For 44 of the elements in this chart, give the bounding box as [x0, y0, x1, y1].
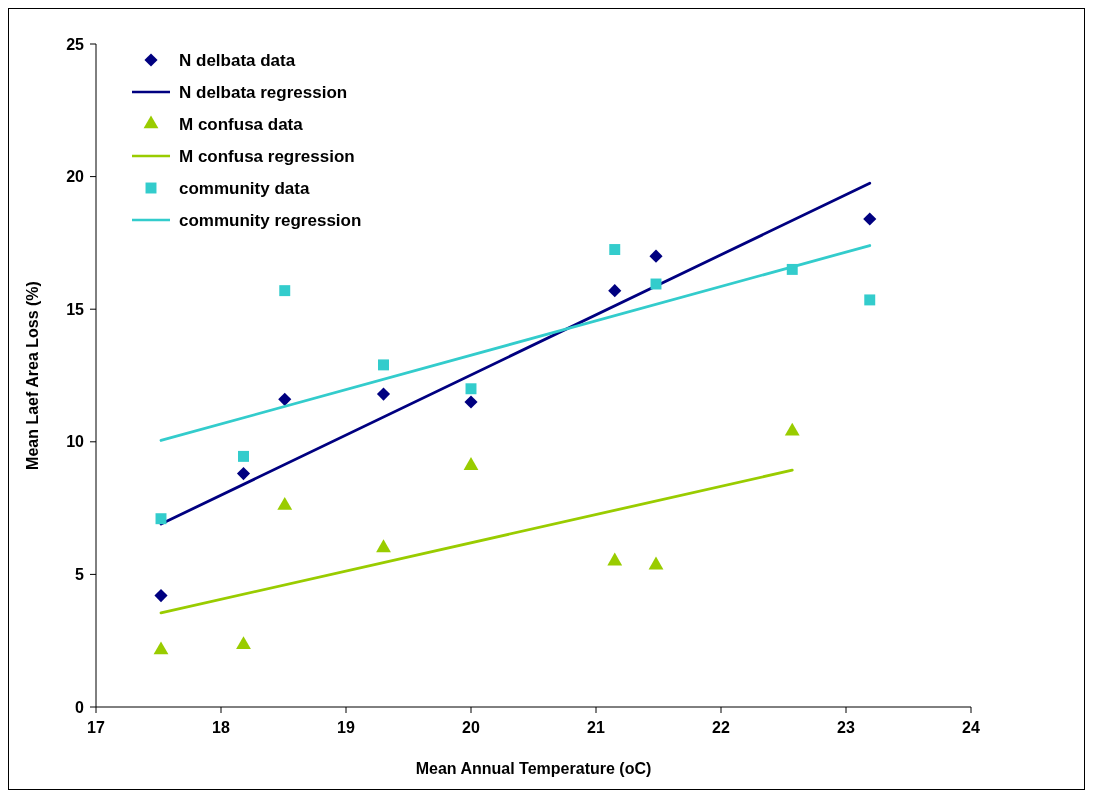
legend-label: community data: [179, 178, 310, 198]
point: [236, 467, 251, 481]
point: [649, 249, 663, 263]
x-tick-label: 24: [962, 719, 980, 736]
point: [648, 556, 664, 570]
y-tick-label: 15: [66, 300, 85, 318]
point: [376, 539, 391, 553]
x-tick-label: 21: [587, 719, 605, 736]
point: [376, 387, 391, 401]
point: [608, 284, 622, 298]
legend-label: N delbata regression: [179, 82, 348, 102]
point: [609, 244, 621, 256]
y-tick-label: 20: [66, 168, 85, 186]
y-axis-title: Mean Laef Area Loss (%): [24, 281, 41, 470]
point: [378, 359, 389, 371]
point: [864, 294, 876, 306]
x-axis-title: Mean Annual Temperature (oC): [415, 760, 652, 777]
y-tick-label: 25: [66, 35, 85, 53]
legend-label: M confusa regression: [179, 146, 355, 166]
y-tick-label: 0: [75, 698, 85, 716]
legend-label: N delbata data: [179, 50, 296, 70]
point: [153, 641, 169, 655]
point: [278, 392, 292, 406]
point: [464, 395, 478, 409]
point: [784, 422, 800, 436]
x-tick-label: 23: [837, 719, 855, 736]
x-tick-label: 18: [212, 719, 230, 736]
point: [277, 496, 293, 510]
point: [279, 285, 291, 297]
point: [463, 457, 479, 470]
legend-label: community regression: [179, 210, 362, 230]
point: [607, 552, 623, 566]
point: [236, 636, 251, 649]
y-tick-label: 10: [66, 433, 85, 451]
x-tick-label: 22: [712, 719, 730, 736]
point: [155, 513, 167, 525]
point: [238, 450, 249, 462]
point: [863, 212, 877, 226]
y-tick-label: 5: [75, 566, 85, 583]
x-tick-label: 20: [462, 719, 480, 736]
x-tick-label: 17: [87, 719, 105, 736]
legend-label: M confusa data: [179, 114, 304, 134]
point: [465, 383, 477, 395]
x-tick-label: 19: [337, 719, 355, 736]
